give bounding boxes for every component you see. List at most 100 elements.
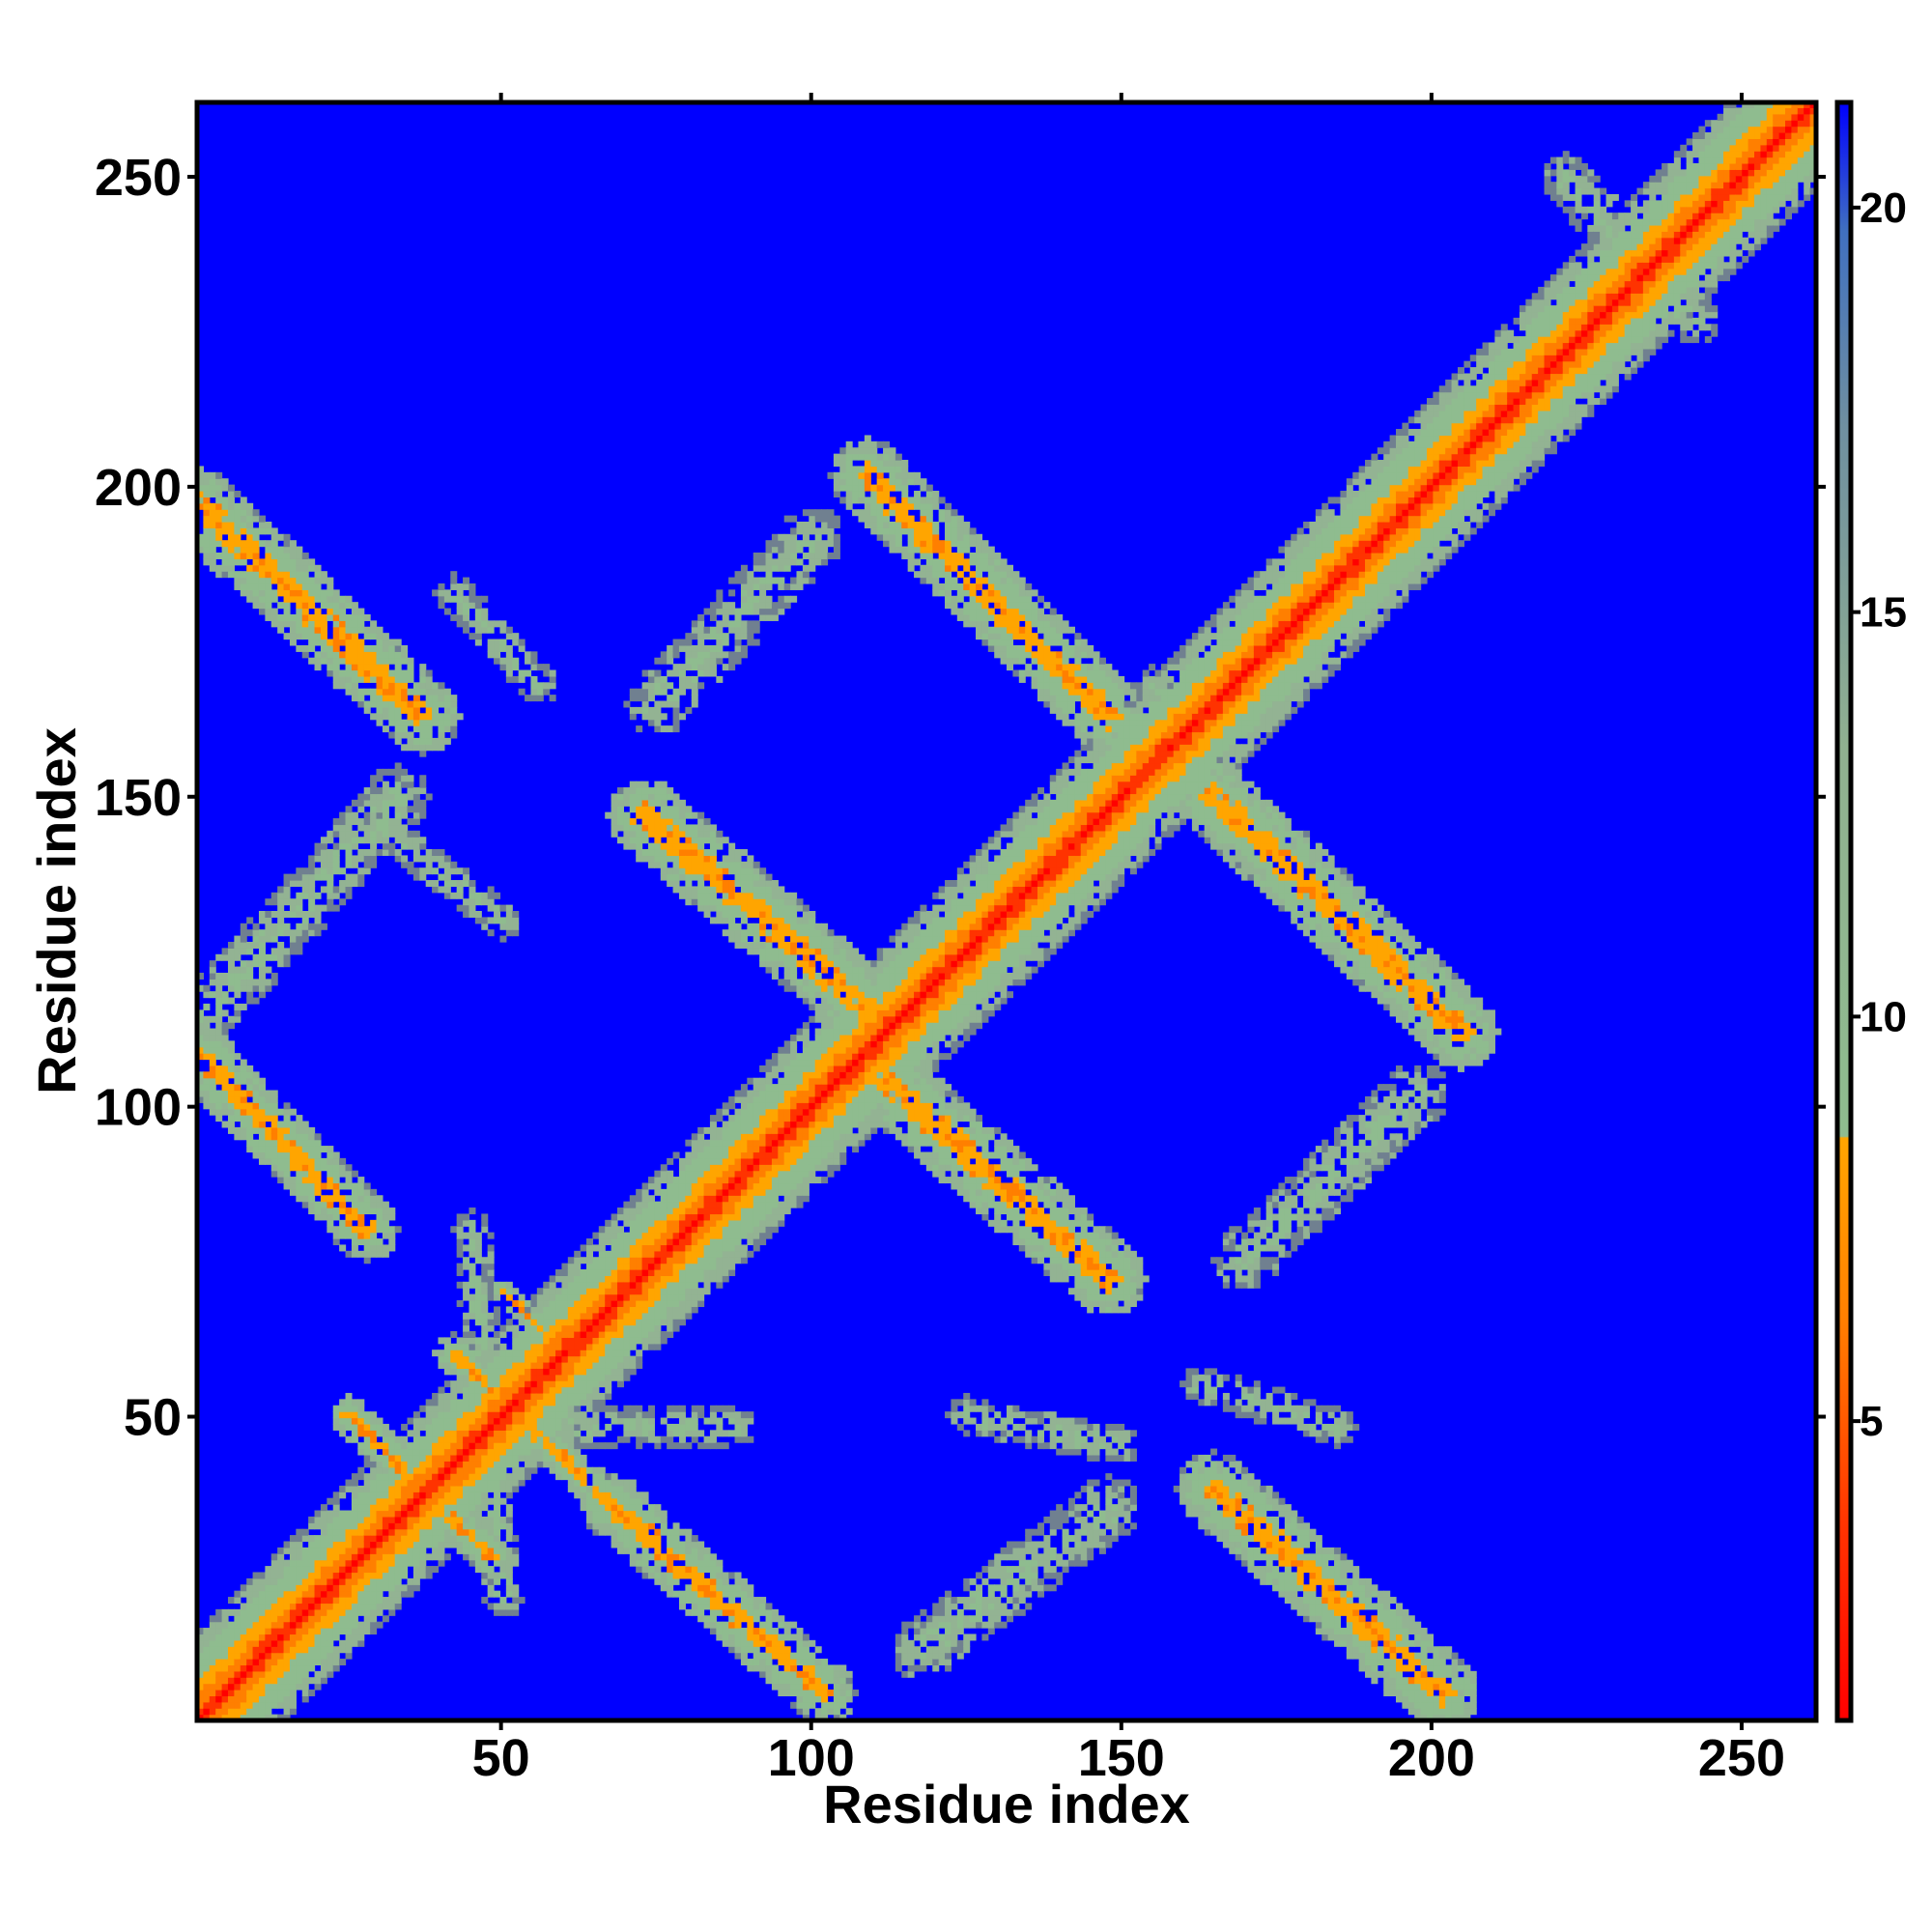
heatmap-cell xyxy=(506,1566,513,1573)
heatmap-cell xyxy=(488,1406,495,1412)
heatmap-cell xyxy=(499,658,506,665)
heatmap-cell xyxy=(413,1486,420,1492)
heatmap-cell xyxy=(438,596,444,603)
heatmap-cell xyxy=(315,1158,322,1165)
heatmap-cell xyxy=(667,1430,673,1436)
heatmap-cell xyxy=(321,602,327,609)
heatmap-cell xyxy=(692,893,698,899)
heatmap-cell xyxy=(364,1622,371,1629)
heatmap-cell xyxy=(308,1151,315,1158)
heatmap-cell xyxy=(228,558,235,565)
heatmap-cell xyxy=(315,614,322,621)
heatmap-cell xyxy=(327,658,333,665)
heatmap-cell xyxy=(296,1535,302,1542)
heatmap-cell xyxy=(481,1492,488,1498)
heatmap-cell xyxy=(327,1664,333,1671)
heatmap-cell xyxy=(728,627,735,634)
heatmap-cell xyxy=(735,1634,742,1640)
heatmap-cell xyxy=(488,1572,495,1578)
heatmap-cell xyxy=(667,1313,673,1320)
heatmap-cell xyxy=(543,1313,550,1320)
heatmap-cell xyxy=(499,917,506,923)
heatmap-cell xyxy=(357,1189,364,1196)
heatmap-cell xyxy=(463,1393,469,1400)
heatmap-cell xyxy=(623,1233,630,1239)
heatmap-cell xyxy=(654,1560,661,1567)
heatmap-cell xyxy=(315,1133,322,1140)
heatmap-cell xyxy=(581,1244,587,1251)
heatmap-cell xyxy=(253,1690,260,1696)
heatmap-cell xyxy=(728,1096,735,1103)
heatmap-cell xyxy=(586,1300,593,1307)
heatmap-cell xyxy=(444,1442,451,1449)
heatmap-cell xyxy=(463,1380,469,1387)
heatmap-cell xyxy=(692,1591,698,1598)
heatmap-cell xyxy=(636,1418,642,1425)
heatmap-cell xyxy=(444,1393,451,1400)
heatmap-cell xyxy=(308,558,315,565)
heatmap-cell xyxy=(592,1257,599,1264)
heatmap-cell xyxy=(723,867,729,874)
heatmap-cell xyxy=(673,806,680,812)
heatmap-cell xyxy=(673,1430,680,1436)
heatmap-cell xyxy=(339,1572,346,1578)
heatmap-cell xyxy=(463,1480,469,1487)
heatmap-cell xyxy=(302,1158,309,1165)
heatmap-cell xyxy=(364,1535,371,1542)
heatmap-cell xyxy=(530,658,537,665)
heatmap-cell xyxy=(537,1337,544,1344)
heatmap-cell xyxy=(333,1424,340,1431)
heatmap-cell xyxy=(327,1671,333,1678)
heatmap-cell xyxy=(296,905,302,912)
heatmap-cell xyxy=(499,620,506,627)
heatmap-cell xyxy=(246,1646,253,1653)
heatmap-cell xyxy=(654,800,661,807)
heatmap-cell xyxy=(735,1572,742,1578)
heatmap-cell xyxy=(315,578,322,584)
heatmap-cell xyxy=(253,1640,260,1647)
heatmap-cell xyxy=(716,1195,723,1202)
heatmap-cell xyxy=(642,1436,649,1443)
heatmap-cell xyxy=(506,1529,513,1536)
heatmap-cell xyxy=(463,1406,469,1412)
heatmap-cell xyxy=(673,1257,680,1264)
heatmap-cell xyxy=(265,578,271,584)
heatmap-cell xyxy=(512,1399,519,1406)
heatmap-cell xyxy=(377,793,384,800)
heatmap-cell xyxy=(315,571,322,578)
heatmap-cell xyxy=(469,1233,475,1239)
heatmap-cell xyxy=(438,1356,444,1363)
heatmap-cell xyxy=(426,1572,433,1578)
heatmap-cell xyxy=(692,1257,698,1264)
heatmap-cell xyxy=(673,1424,680,1431)
heatmap-cell xyxy=(346,1634,353,1640)
heatmap-cell xyxy=(617,1529,624,1536)
heatmap-cell xyxy=(246,1603,253,1609)
heatmap-cell xyxy=(210,472,216,479)
heatmap-cell xyxy=(401,1553,408,1560)
heatmap-cell xyxy=(568,1264,575,1270)
heatmap-cell xyxy=(271,1146,278,1152)
heatmap-cell xyxy=(605,1393,611,1400)
heatmap-cell xyxy=(370,1597,377,1604)
heatmap-cell xyxy=(506,1393,513,1400)
heatmap-cell xyxy=(296,867,302,874)
heatmap-cell xyxy=(697,1182,704,1189)
heatmap-cell xyxy=(271,1164,278,1171)
heatmap-cell xyxy=(383,800,389,807)
heatmap-cell xyxy=(679,1597,686,1604)
heatmap-cell xyxy=(488,1603,495,1609)
heatmap-cell xyxy=(302,880,309,887)
heatmap-cell xyxy=(710,1628,717,1634)
heatmap-cell xyxy=(302,583,309,590)
heatmap-cell xyxy=(315,1553,322,1560)
heatmap-cell xyxy=(438,1418,444,1425)
heatmap-cell xyxy=(661,689,668,696)
heatmap-cell xyxy=(228,1708,235,1715)
heatmap-cell xyxy=(617,1233,624,1239)
heatmap-cell xyxy=(679,1319,686,1325)
heatmap-cell xyxy=(704,1269,711,1276)
heatmap-cell xyxy=(333,1213,340,1220)
heatmap-cell xyxy=(723,664,729,670)
heatmap-cell xyxy=(364,1195,371,1202)
